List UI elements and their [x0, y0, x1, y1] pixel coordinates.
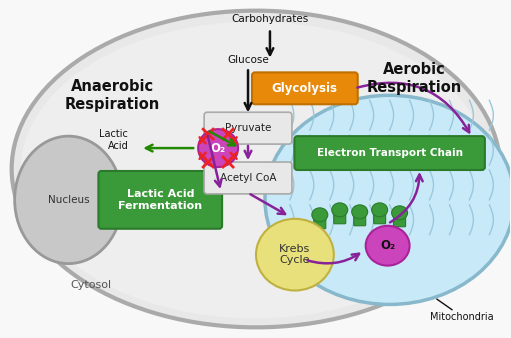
Ellipse shape	[265, 95, 511, 305]
Ellipse shape	[256, 219, 334, 290]
FancyBboxPatch shape	[354, 209, 366, 226]
FancyArrowPatch shape	[230, 137, 237, 143]
Text: Electron Transport Chain: Electron Transport Chain	[317, 148, 462, 158]
FancyBboxPatch shape	[314, 212, 326, 229]
Text: Glucose: Glucose	[227, 55, 269, 66]
Ellipse shape	[15, 136, 122, 264]
Ellipse shape	[198, 129, 238, 167]
Ellipse shape	[352, 205, 368, 219]
FancyArrowPatch shape	[230, 153, 237, 159]
FancyBboxPatch shape	[294, 136, 485, 170]
Text: Glycolysis: Glycolysis	[272, 82, 338, 95]
Text: Cytosol: Cytosol	[70, 280, 111, 290]
Text: Carbohydrates: Carbohydrates	[231, 14, 309, 24]
FancyBboxPatch shape	[252, 72, 358, 104]
Text: Pyruvate: Pyruvate	[225, 123, 271, 133]
Text: Lactic
Acid: Lactic Acid	[100, 129, 128, 151]
FancyArrowPatch shape	[230, 137, 237, 143]
Text: Anaerobic
Respiration: Anaerobic Respiration	[65, 78, 160, 112]
FancyBboxPatch shape	[204, 112, 292, 144]
Ellipse shape	[366, 226, 410, 266]
FancyBboxPatch shape	[374, 207, 386, 224]
FancyArrowPatch shape	[200, 153, 205, 159]
Ellipse shape	[371, 203, 388, 217]
Text: Lactic Acid
Fermentation: Lactic Acid Fermentation	[118, 189, 202, 211]
Ellipse shape	[312, 208, 328, 222]
Text: O₂: O₂	[380, 239, 395, 252]
Text: Aerobic
Respiration: Aerobic Respiration	[367, 62, 462, 95]
FancyBboxPatch shape	[334, 207, 346, 224]
FancyBboxPatch shape	[204, 162, 292, 194]
FancyBboxPatch shape	[393, 210, 406, 227]
Text: Acetyl CoA: Acetyl CoA	[220, 173, 276, 183]
FancyArrowPatch shape	[200, 153, 205, 159]
FancyArrowPatch shape	[230, 153, 237, 159]
Ellipse shape	[20, 22, 490, 318]
FancyArrowPatch shape	[200, 137, 205, 143]
Text: O₂: O₂	[211, 142, 226, 154]
Text: Mitochondria: Mitochondria	[430, 312, 493, 322]
Text: Nucleus: Nucleus	[48, 195, 89, 205]
Ellipse shape	[12, 11, 500, 327]
FancyArrowPatch shape	[200, 137, 205, 143]
Ellipse shape	[391, 206, 408, 220]
Ellipse shape	[332, 203, 348, 217]
FancyBboxPatch shape	[99, 171, 222, 229]
Text: Krebs
Cycle: Krebs Cycle	[280, 244, 311, 265]
